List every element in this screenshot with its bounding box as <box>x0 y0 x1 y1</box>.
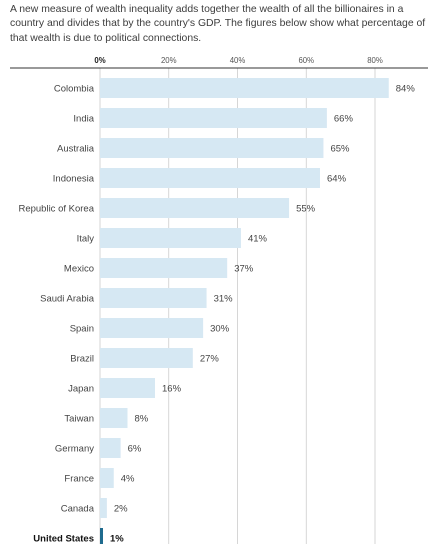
value-label: 30% <box>210 324 230 335</box>
value-label: 2% <box>114 504 128 515</box>
category-label: India <box>73 114 94 125</box>
bar-united-states <box>100 528 103 544</box>
value-label: 55% <box>296 204 316 215</box>
category-label: Saudi Arabia <box>40 294 95 305</box>
category-label: Canada <box>61 504 95 515</box>
x-axis-ticks: 0% 20% 40% 60% 80% <box>94 56 383 65</box>
bar-mexico <box>100 258 228 278</box>
x-tick-label: 40% <box>230 56 246 65</box>
bar-taiwan <box>100 408 128 428</box>
category-labels: Colombia India Australia Indonesia Republic … <box>18 84 94 544</box>
category-label: Indonesia <box>53 174 95 185</box>
category-label: United States <box>33 534 94 544</box>
value-label: 4% <box>121 474 135 485</box>
bar-republic-of-korea <box>100 198 290 218</box>
category-label: Colombia <box>54 84 95 95</box>
bars <box>100 78 389 544</box>
category-label: Japan <box>68 384 94 395</box>
bar-india <box>100 108 327 128</box>
value-label: 41% <box>248 234 268 245</box>
bar-australia <box>100 138 324 158</box>
value-label: 1% <box>110 534 124 544</box>
value-label: 66% <box>334 114 354 125</box>
category-label: France <box>64 474 94 485</box>
bar-japan <box>100 378 155 398</box>
category-label: Mexico <box>64 264 94 275</box>
x-tick-label: 80% <box>367 56 383 65</box>
value-label: 6% <box>128 444 142 455</box>
category-label: Republic of Korea <box>18 204 94 215</box>
bar-germany <box>100 438 121 458</box>
x-tick-label: 20% <box>161 56 177 65</box>
bar-indonesia <box>100 168 320 188</box>
bar-colombia <box>100 78 389 98</box>
bar-saudi-arabia <box>100 288 207 308</box>
category-label: Germany <box>55 444 94 455</box>
category-label: Spain <box>70 324 94 335</box>
category-label: Italy <box>77 234 95 245</box>
chart-intro-text: A new measure of wealth inequality adds … <box>10 4 426 44</box>
value-label: 64% <box>327 174 347 185</box>
bar-canada <box>100 498 107 518</box>
value-labels: 84% 66% 65% 64% 55% 41% 37% 31% 30% 27% 16% 8% 6% 4% 2… <box>110 84 415 544</box>
value-label: 16% <box>162 384 182 395</box>
value-label: 84% <box>396 84 416 95</box>
value-label: 27% <box>200 354 220 365</box>
bar-brazil <box>100 348 193 368</box>
category-label: Taiwan <box>64 414 94 425</box>
x-tick-label: 60% <box>298 56 314 65</box>
category-label: Australia <box>57 144 95 155</box>
value-label: 37% <box>234 264 254 275</box>
bar-france <box>100 468 114 488</box>
category-label: Brazil <box>70 354 94 365</box>
x-tick-label: 0% <box>94 56 105 65</box>
value-label: 31% <box>214 294 234 305</box>
bar-italy <box>100 228 241 248</box>
value-label: 65% <box>330 144 350 155</box>
bar-spain <box>100 318 204 338</box>
value-label: 8% <box>135 414 149 425</box>
